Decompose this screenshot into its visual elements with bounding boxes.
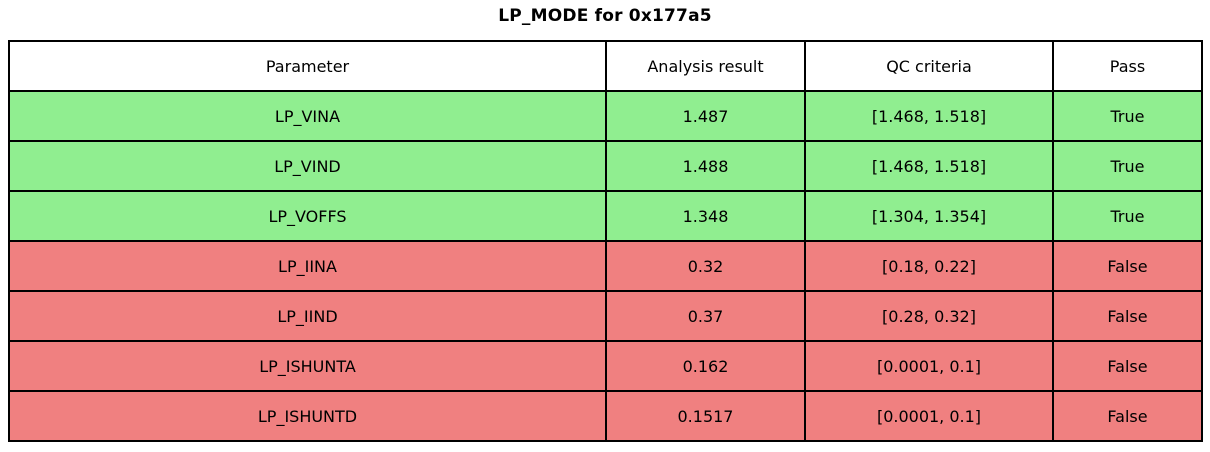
column-header-pass: Pass [1052, 40, 1203, 92]
cell-pass: True [1052, 140, 1203, 192]
cell-analysis-result: 1.487 [605, 90, 806, 142]
table-row: LP_VIND 1.488 [1.468, 1.518] True [8, 140, 1203, 192]
table-row: LP_ISHUNTD 0.1517 [0.0001, 0.1] False [8, 390, 1203, 442]
cell-analysis-result: 0.37 [605, 290, 806, 342]
cell-parameter: LP_VOFFS [8, 190, 607, 242]
table-row: LP_IINA 0.32 [0.18, 0.22] False [8, 240, 1203, 292]
page-title: LP_MODE for 0x177a5 [498, 6, 712, 26]
cell-pass: False [1052, 240, 1203, 292]
column-header-qc-criteria: QC criteria [804, 40, 1054, 92]
cell-parameter: LP_ISHUNTD [8, 390, 607, 442]
table-row: LP_VINA 1.487 [1.468, 1.518] True [8, 90, 1203, 142]
cell-pass: False [1052, 390, 1203, 442]
cell-parameter: LP_ISHUNTA [8, 340, 607, 392]
qc-results-table: Parameter Analysis result QC criteria Pa… [8, 40, 1203, 442]
cell-pass: False [1052, 290, 1203, 342]
cell-analysis-result: 1.488 [605, 140, 806, 192]
table-row: LP_VOFFS 1.348 [1.304, 1.354] True [8, 190, 1203, 242]
cell-parameter: LP_IINA [8, 240, 607, 292]
cell-qc-criteria: [0.0001, 0.1] [804, 340, 1054, 392]
table-body: LP_VINA 1.487 [1.468, 1.518] True LP_VIND 1.4… [8, 90, 1203, 442]
column-header-parameter: Parameter [8, 40, 607, 92]
cell-pass: True [1052, 190, 1203, 242]
cell-pass: True [1052, 90, 1203, 142]
cell-parameter: LP_VINA [8, 90, 607, 142]
cell-analysis-result: 0.162 [605, 340, 806, 392]
cell-parameter: LP_IIND [8, 290, 607, 342]
cell-qc-criteria: [1.468, 1.518] [804, 90, 1054, 142]
cell-qc-criteria: [1.468, 1.518] [804, 140, 1054, 192]
cell-pass: False [1052, 340, 1203, 392]
cell-analysis-result: 1.348 [605, 190, 806, 242]
cell-analysis-result: 0.32 [605, 240, 806, 292]
column-header-analysis-result: Analysis result [605, 40, 806, 92]
table-row: LP_ISHUNTA 0.162 [0.0001, 0.1] False [8, 340, 1203, 392]
cell-analysis-result: 0.1517 [605, 390, 806, 442]
cell-parameter: LP_VIND [8, 140, 607, 192]
cell-qc-criteria: [0.28, 0.32] [804, 290, 1054, 342]
cell-qc-criteria: [1.304, 1.354] [804, 190, 1054, 242]
table-row: LP_IIND 0.37 [0.28, 0.32] False [8, 290, 1203, 342]
cell-qc-criteria: [0.18, 0.22] [804, 240, 1054, 292]
cell-qc-criteria: [0.0001, 0.1] [804, 390, 1054, 442]
table-header: Parameter Analysis result QC criteria Pa… [8, 40, 1203, 92]
header-row: Parameter Analysis result QC criteria Pa… [8, 40, 1203, 92]
